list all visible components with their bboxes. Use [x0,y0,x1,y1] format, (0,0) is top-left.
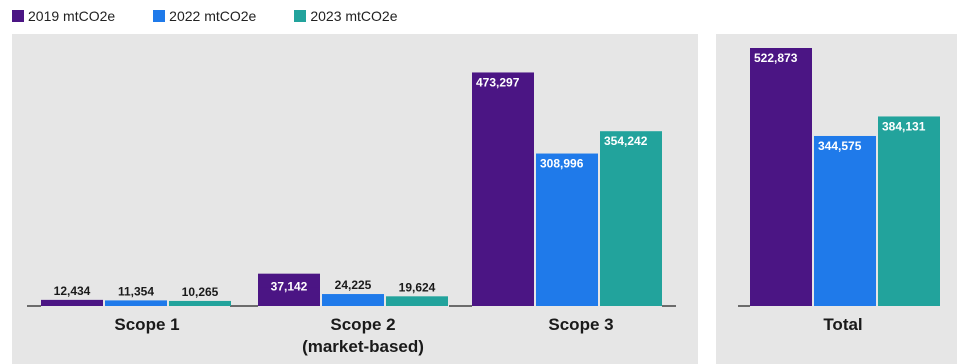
bar-value-label: 37,142 [271,280,308,294]
bar-value-label: 522,873 [754,51,798,65]
bar-value-label: 344,575 [818,139,862,153]
legend-swatch-2019 [12,10,24,22]
bar-value-label: 308,996 [540,157,584,171]
bar-value-label: 354,242 [604,134,648,148]
category-label-scope-1: Scope 1 [114,315,179,334]
bar-scope-1-2022-mtco2e [105,300,167,306]
legend-label-2019: 2019 mtCO2e [28,8,116,24]
legend-label-2022: 2022 mtCO2e [169,8,257,24]
legend-swatch-2022 [153,10,166,22]
bar-scope-1-2019-mtco2e [41,299,103,306]
bar-total-2023-mtco2e [878,116,940,306]
bar-value-label: 24,225 [335,278,372,292]
bar-value-label: 19,624 [399,280,436,294]
bar-value-label: 10,265 [182,285,219,299]
bar-value-label: 11,354 [118,284,154,298]
bar-scope-2-2023-mtco2e [386,296,448,306]
bar-scope-1-2023-mtco2e [169,300,231,306]
category-label-scope-2-line2: (market-based) [302,337,424,356]
chart-legend: 2019 mtCO2e 2022 mtCO2e 2023 mtCO2e [12,6,436,26]
bar-total-2019-mtco2e [750,48,812,306]
bar-scope-3-2022-mtco2e [536,153,598,306]
bar-value-label: 473,297 [476,75,520,89]
bar-scope-3-2023-mtco2e [600,131,662,306]
bar-value-label: 384,131 [882,119,926,133]
category-label-scope-3: Scope 3 [548,315,613,334]
category-label-scope-2: Scope 2 [330,315,395,334]
legend-item-2019: 2019 mtCO2e [12,8,115,24]
category-label-total: Total [823,315,862,334]
bar-scope-3-2019-mtco2e [472,72,534,307]
bar-scope-2-2019-mtco2e [258,287,320,306]
legend-label-2023: 2023 mtCO2e [310,8,398,24]
bar-scope-2-2022-mtco2e [322,294,384,306]
bar-total-2022-mtco2e [814,135,876,306]
legend-item-2023: 2023 mtCO2e [294,8,398,24]
bar-value-label: 12,434 [54,284,91,298]
legend-item-2022: 2022 mtCO2e [153,8,256,24]
legend-swatch-2023 [294,10,307,22]
